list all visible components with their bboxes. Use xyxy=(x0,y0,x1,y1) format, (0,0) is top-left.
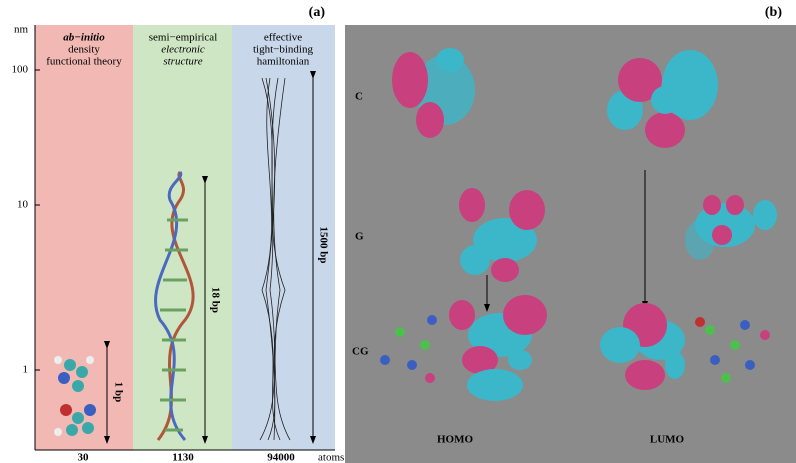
column-title: density xyxy=(68,44,100,56)
panel-label: (a) xyxy=(309,5,326,20)
column-title: effective xyxy=(264,32,302,44)
atom-count: 30 xyxy=(78,452,90,463)
span-label: 1 bp xyxy=(112,382,124,403)
y-tick-label: 1 xyxy=(23,364,29,376)
span-label: 18 bp xyxy=(209,287,221,313)
y-tick-label: 100 xyxy=(12,64,29,76)
atom-count: 1130 xyxy=(172,452,194,463)
column-title: semi−empirical xyxy=(149,32,218,44)
row-label: CG xyxy=(352,346,369,358)
atom-count: 94000 xyxy=(267,452,295,463)
span-label: 1500 bp xyxy=(317,227,329,264)
row-label: C xyxy=(355,91,363,103)
y-tick-label: 10 xyxy=(17,199,29,211)
panel-label: (b) xyxy=(765,5,782,20)
row-label: G xyxy=(355,231,364,243)
column-title: electronic xyxy=(161,44,205,56)
figure: nm 100 10 1 (a) ab−initio density functi… xyxy=(0,0,796,463)
column-title: ab−initio xyxy=(63,32,105,44)
column-label: HOMO xyxy=(437,434,473,446)
column-label: LUMO xyxy=(650,434,685,446)
y-unit: nm xyxy=(14,24,29,36)
column-title: hamiltonian xyxy=(257,56,310,68)
column-title: functional theory xyxy=(46,56,122,68)
column-title: tight−binding xyxy=(253,44,313,56)
semi-empirical-column xyxy=(133,25,232,450)
column-title: structure xyxy=(163,56,202,68)
x-unit: atoms xyxy=(318,452,344,463)
panel-a: nm 100 10 1 (a) ab−initio density functi… xyxy=(12,5,345,463)
panel-b: (b) C G CG HOMO LUMO xyxy=(345,5,796,463)
